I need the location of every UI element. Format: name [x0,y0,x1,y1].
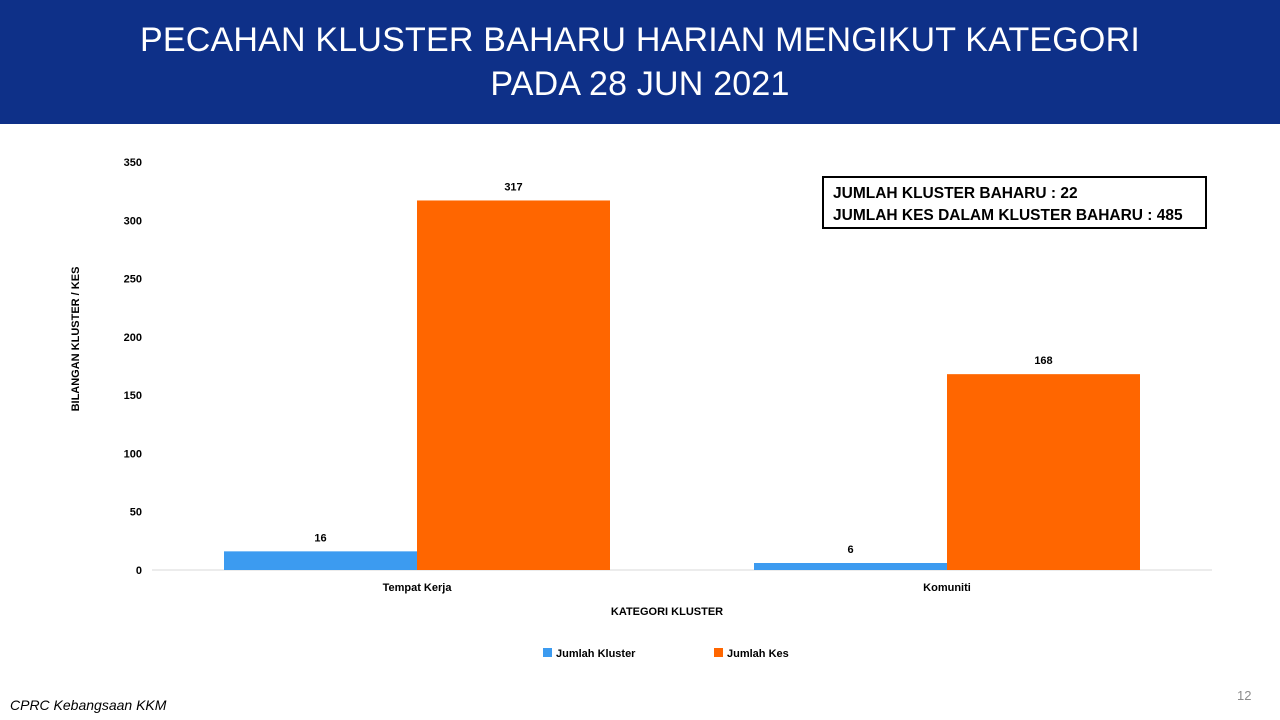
page-number: 12 [1237,688,1252,703]
bar-series: 16 317 6 168 [224,181,1140,570]
data-label: 317 [504,181,522,193]
summary-total-clusters: JUMLAH KLUSTER BAHARU : 22 [833,185,1078,202]
x-axis-label: KATEGORI KLUSTER [611,606,723,618]
data-label: 16 [314,532,326,544]
data-label: 168 [1034,355,1052,367]
y-tick-label: 100 [124,448,142,460]
y-tick-label: 50 [130,507,142,519]
y-tick-label: 300 [124,215,142,227]
bar-chart: 0 50 100 150 200 250 300 350 16 317 6 168 Tempat K… [70,157,1212,660]
bar [224,551,417,570]
slide-header: PECAHAN KLUSTER BAHARU HARIAN MENGIKUT K… [0,0,1280,124]
bar [754,563,947,570]
x-tick-label: Tempat Kerja [383,582,453,594]
y-tick-label: 200 [124,332,142,344]
legend-label: Jumlah Kes [727,648,789,660]
bar [417,200,610,570]
summary-total-cases: JUMLAH KES DALAM KLUSTER BAHARU : 485 [833,207,1183,224]
y-axis-label: BILANGAN KLUSTER / KES [70,267,82,412]
data-label: 6 [847,544,853,556]
y-tick-label: 150 [124,390,142,402]
y-axis-ticks: 0 50 100 150 200 250 300 350 [124,157,142,577]
slide-title-line1: PECAHAN KLUSTER BAHARU HARIAN MENGIKUT K… [140,21,1140,59]
legend-label: Jumlah Kluster [556,648,636,660]
chart-legend: Jumlah Kluster Jumlah Kes [543,648,789,660]
x-axis-ticks: Tempat Kerja Komuniti [383,582,971,594]
bar [947,374,1140,570]
source-credit: CPRC Kebangsaan KKM [10,697,167,713]
y-tick-label: 0 [136,565,142,577]
legend-swatch [543,648,552,657]
y-tick-label: 250 [124,274,142,286]
summary-box: JUMLAH KLUSTER BAHARU : 22 JUMLAH KES DA… [822,176,1207,229]
y-tick-label: 350 [124,157,142,169]
legend-swatch [714,648,723,657]
slide-title-line2: PADA 28 JUN 2021 [490,65,790,103]
x-tick-label: Komuniti [923,582,971,594]
